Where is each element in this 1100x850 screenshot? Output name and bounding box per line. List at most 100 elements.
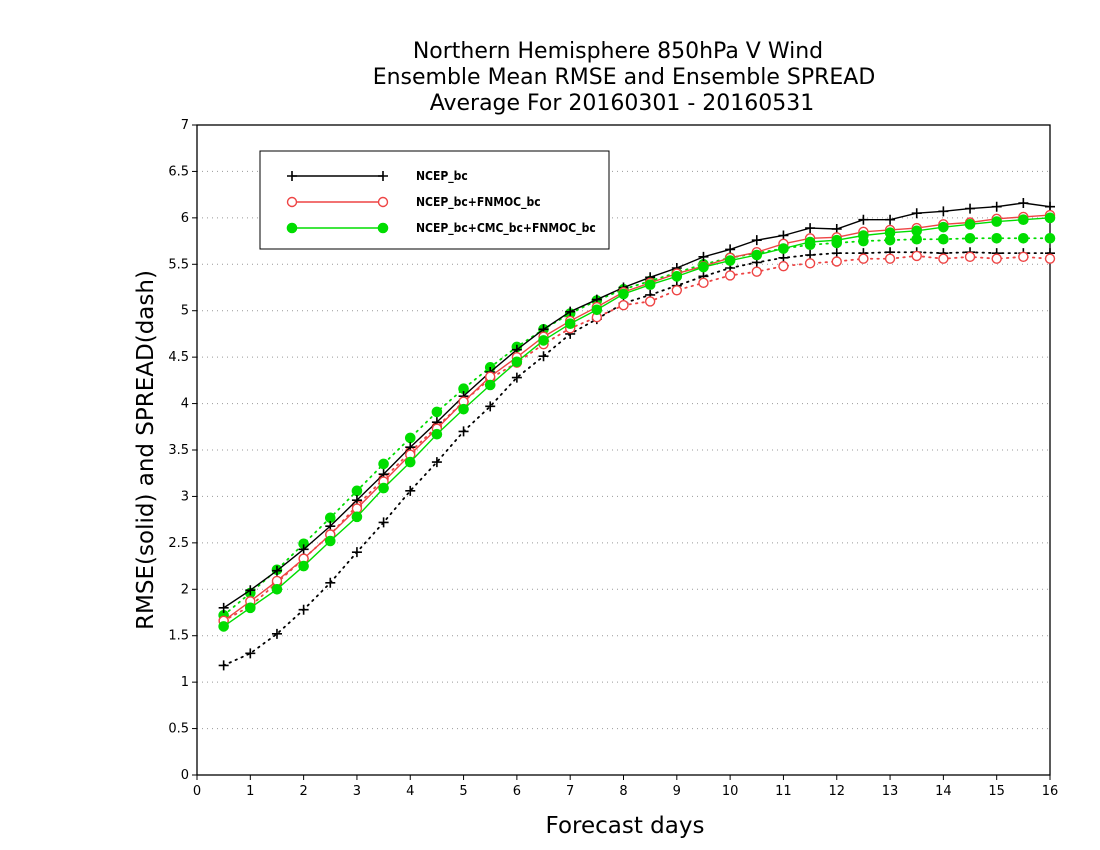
spread-point bbox=[804, 258, 816, 269]
legend-marker bbox=[287, 171, 297, 181]
rmse-point bbox=[1018, 198, 1029, 208]
rmse-point bbox=[885, 214, 896, 225]
spread-point bbox=[1018, 232, 1029, 244]
spread-point bbox=[245, 648, 256, 659]
spread-point bbox=[671, 285, 683, 296]
rmse-point bbox=[591, 304, 603, 316]
rmse-point bbox=[671, 271, 683, 282]
spread-point bbox=[1018, 251, 1029, 263]
rmse-point bbox=[858, 230, 869, 241]
rmse-point bbox=[538, 335, 549, 346]
rmse-point bbox=[778, 243, 789, 254]
rmse-point bbox=[991, 201, 1002, 212]
spread-point bbox=[431, 406, 443, 418]
rmse-point bbox=[378, 482, 389, 494]
rmse-point bbox=[245, 585, 256, 596]
legend-marker bbox=[377, 222, 389, 234]
legend-label: NCEP_bc+FNMOC_bc bbox=[416, 195, 541, 210]
y-tick-label: 1 bbox=[181, 675, 189, 690]
rmse-point bbox=[618, 288, 629, 300]
rmse-point bbox=[911, 225, 923, 237]
spread-point bbox=[485, 401, 496, 412]
spread-point bbox=[991, 253, 1002, 264]
spread-line-0 bbox=[222, 251, 1051, 667]
spread-point bbox=[884, 253, 896, 264]
chart-title-line-2: Ensemble Mean RMSE and Ensemble SPREAD bbox=[373, 65, 876, 90]
axis-ticks: 00.511.522.533.544.555.566.570 1 2 3 4 5 6 7 8 9 1… bbox=[168, 118, 1058, 799]
rmse-line-0 bbox=[223, 202, 1051, 609]
spread-point bbox=[538, 351, 549, 362]
spread-point bbox=[751, 266, 762, 277]
rmse-point bbox=[298, 560, 309, 572]
rmse-point bbox=[858, 214, 869, 225]
rmse-point bbox=[564, 318, 576, 330]
y-tick-label: 0 bbox=[181, 768, 189, 783]
spread-point bbox=[1044, 232, 1056, 244]
x-tick-label: 14 bbox=[935, 784, 952, 799]
rmse-point bbox=[964, 219, 976, 230]
rmse-point bbox=[404, 456, 416, 468]
spread-point bbox=[458, 426, 469, 437]
rmse-point bbox=[271, 565, 282, 576]
x-tick-label: 1 bbox=[246, 784, 254, 799]
spread-point bbox=[351, 485, 363, 497]
spread-point bbox=[911, 250, 922, 262]
y-tick-label: 0.5 bbox=[168, 722, 189, 737]
spread-point bbox=[218, 660, 229, 671]
rmse-point bbox=[805, 223, 816, 234]
y-axis-label: RMSE(solid) and SPREAD(dash) bbox=[133, 270, 159, 630]
rmse-point bbox=[938, 206, 949, 217]
chart-title-line-3: Average For 20160301 - 20160531 bbox=[430, 91, 815, 116]
rmse-point bbox=[938, 221, 949, 233]
y-tick-label: 3.5 bbox=[168, 443, 189, 458]
y-tick-label: 5.5 bbox=[168, 257, 189, 272]
spread-point bbox=[698, 277, 709, 289]
legend-marker bbox=[378, 171, 388, 181]
spread-point bbox=[298, 604, 309, 615]
legend-marker bbox=[377, 196, 389, 208]
legend-label: NCEP_bc+CMC_bc+FNMOC_bc bbox=[416, 221, 596, 236]
x-tick-label: 2 bbox=[299, 784, 307, 799]
x-tick-label: 5 bbox=[459, 784, 467, 799]
x-tick-label: 10 bbox=[722, 784, 739, 799]
spread-point bbox=[271, 628, 282, 639]
y-tick-label: 4 bbox=[181, 397, 189, 412]
spread-point bbox=[404, 432, 416, 444]
x-tick-label: 6 bbox=[513, 784, 521, 799]
rmse-point bbox=[804, 236, 816, 248]
rmse-point bbox=[271, 583, 283, 595]
y-tick-label: 3 bbox=[181, 489, 189, 504]
chart-title-line-1: Northern Hemisphere 850hPa V Wind bbox=[413, 39, 823, 64]
x-tick-label: 12 bbox=[828, 784, 845, 799]
rmse-point bbox=[324, 535, 336, 547]
spread-point bbox=[511, 372, 522, 383]
y-tick-label: 2.5 bbox=[168, 536, 189, 551]
rmse-line-2 bbox=[223, 217, 1051, 628]
rmse-line-1 bbox=[223, 214, 1051, 622]
series-group bbox=[218, 198, 1056, 671]
rmse-point bbox=[1044, 212, 1056, 224]
rmse-point bbox=[218, 621, 229, 632]
x-tick-label: 15 bbox=[988, 784, 1005, 799]
rmse-point bbox=[831, 234, 843, 246]
rmse-point bbox=[245, 602, 256, 614]
rmse-point bbox=[991, 216, 1002, 227]
y-tick-label: 7 bbox=[181, 118, 189, 133]
spread-point bbox=[325, 577, 336, 588]
x-tick-label: 16 bbox=[1042, 784, 1059, 799]
rmse-point bbox=[1018, 214, 1029, 226]
rmse-point bbox=[218, 602, 229, 613]
legend-marker bbox=[286, 196, 298, 208]
rmse-point bbox=[884, 227, 896, 239]
spread-point bbox=[831, 256, 842, 267]
x-tick-label: 4 bbox=[406, 784, 414, 799]
spread-point bbox=[405, 485, 416, 496]
x-axis-label: Forecast days bbox=[546, 813, 705, 839]
x-tick-label: 0 bbox=[193, 784, 201, 799]
spread-point bbox=[964, 232, 976, 244]
x-tick-label: 3 bbox=[353, 784, 361, 799]
spread-point bbox=[378, 458, 389, 470]
rmse-point bbox=[698, 261, 709, 273]
grid bbox=[197, 170, 1050, 730]
